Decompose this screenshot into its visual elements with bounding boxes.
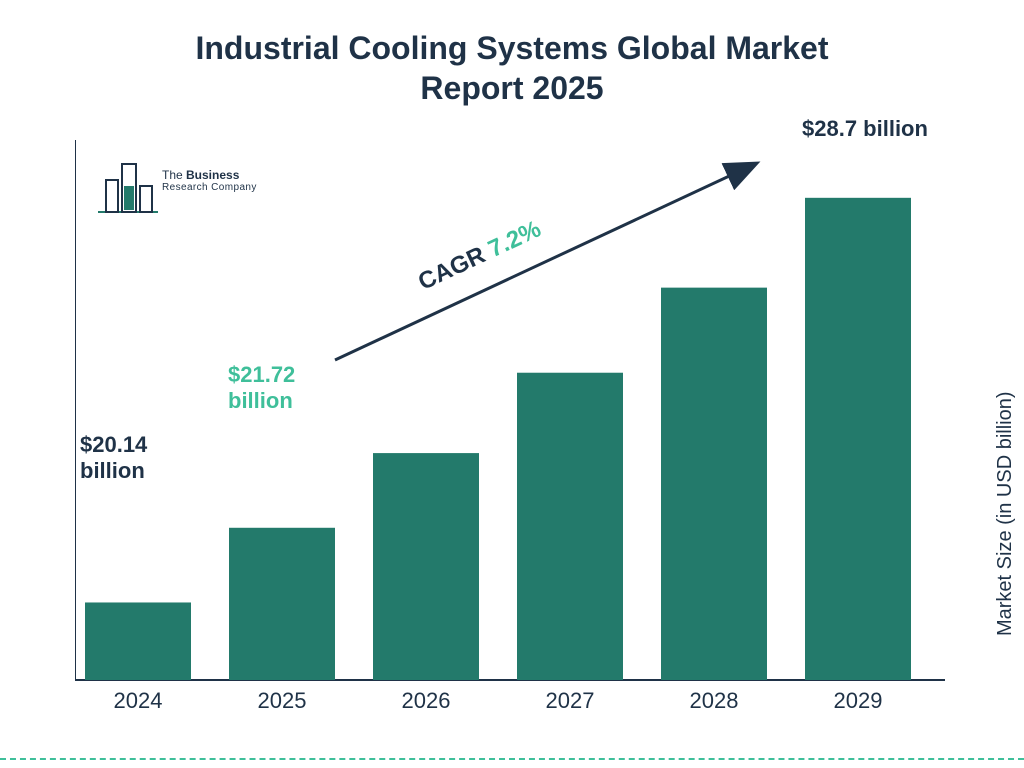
- y-axis-label: Market Size (in USD billion): [995, 392, 1018, 637]
- value-label-2025: $21.72 billion: [228, 362, 338, 415]
- title-line-1: Industrial Cooling Systems Global Market: [195, 30, 828, 66]
- chart-svg: [75, 140, 945, 700]
- value-label-2029: $28.7 billion: [802, 116, 962, 142]
- bar-chart: 202420252026202720282029: [75, 140, 945, 700]
- xlabel-2024: 2024: [78, 688, 198, 714]
- bar-2027: [517, 373, 623, 680]
- value-label-2024: $20.14 billion: [80, 432, 190, 485]
- xlabel-2025: 2025: [222, 688, 342, 714]
- bottom-divider: [0, 758, 1024, 760]
- bar-2025: [229, 528, 335, 680]
- bar-2026: [373, 453, 479, 680]
- title-line-2: Report 2025: [420, 70, 603, 106]
- xlabel-2028: 2028: [654, 688, 774, 714]
- xlabel-2027: 2027: [510, 688, 630, 714]
- chart-title: Industrial Cooling Systems Global Market…: [0, 28, 1024, 108]
- xlabel-2026: 2026: [366, 688, 486, 714]
- xlabel-2029: 2029: [798, 688, 918, 714]
- bar-2029: [805, 198, 911, 680]
- bar-2028: [661, 288, 767, 680]
- bar-2024: [85, 602, 191, 680]
- bars-group: [85, 198, 911, 680]
